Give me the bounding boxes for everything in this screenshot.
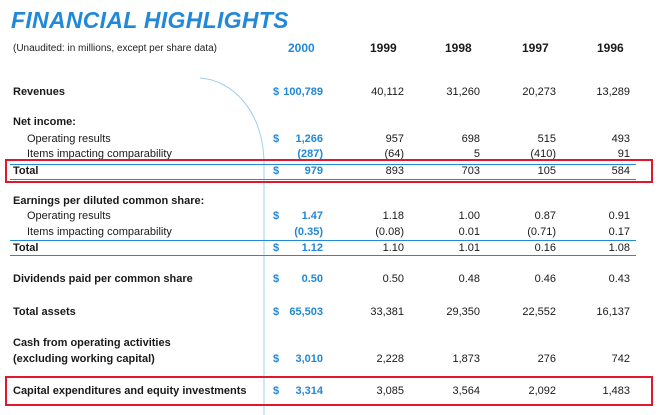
capex-value-1997: 2,092 <box>528 385 556 397</box>
eps-items-label: Items impacting comparability <box>27 226 172 238</box>
ni-items-value-1996: 91 <box>617 148 630 160</box>
eps-total-value-1999: 1.10 <box>382 242 404 254</box>
dividends-value-1999: 0.50 <box>382 273 404 285</box>
eps-total-rule-bottom <box>10 255 636 256</box>
ni-total-value-2000: 979 <box>304 165 323 177</box>
year-header-1998: 1998 <box>445 41 472 55</box>
revenues-value-1996: 13,289 <box>596 86 630 98</box>
ni-operating-value-1999: 957 <box>385 133 404 145</box>
ni-total-value-1996: 584 <box>611 165 630 177</box>
ni-items-value-1999: (64) <box>384 148 404 160</box>
year-header-1997: 1997 <box>522 41 549 55</box>
ni-total-value-1997: 105 <box>537 165 556 177</box>
revenues-dollar: $ <box>273 86 280 98</box>
eps-operating-value-1998: 1.00 <box>458 210 480 222</box>
net-income-label: Net income: <box>13 116 76 128</box>
ni-total-rule-top <box>10 164 636 165</box>
revenues-value-1997: 20,273 <box>522 86 556 98</box>
subtitle: (Unaudited: in millions, except per shar… <box>13 43 217 54</box>
eps-operating-value-1997: 0.87 <box>534 210 556 222</box>
dividends-value-1997: 0.46 <box>534 273 556 285</box>
capex-value-1998: 3,564 <box>452 385 480 397</box>
cash-ops-value-1999: 2,228 <box>376 353 404 365</box>
year-header-2000: 2000 <box>288 41 315 55</box>
ni-items-label: Items impacting comparability <box>27 148 172 160</box>
assets-value-1996: 16,137 <box>596 306 630 318</box>
capex-dollar: $ <box>273 385 280 397</box>
assets-value-1998: 29,350 <box>446 306 480 318</box>
ni-total-value-1998: 703 <box>461 165 480 177</box>
eps-operating-value-2000: 1.47 <box>301 210 323 222</box>
ni-items-value-1998: 5 <box>473 148 480 160</box>
dividends-label: Dividends paid per common share <box>13 273 193 285</box>
eps-total-label: Total <box>13 242 39 254</box>
assets-value-2000: 65,503 <box>289 306 323 318</box>
ni-items-value-1997: (410) <box>530 148 556 160</box>
revenues-label: Revenues <box>13 86 65 98</box>
revenues-value-1999: 40,112 <box>371 86 404 98</box>
eps-total-value-2000: 1.12 <box>301 242 323 254</box>
dividends-value-1996: 0.43 <box>608 273 630 285</box>
dividends-dollar: $ <box>273 273 280 285</box>
cash-ops-label-2: (excluding working capital) <box>13 353 155 365</box>
dividends-value-1998: 0.48 <box>458 273 480 285</box>
eps-total-value-1998: 1.01 <box>458 242 480 254</box>
eps-items-value-1996: 0.17 <box>608 226 630 238</box>
revenues-value-1998: 31,260 <box>446 86 480 98</box>
cash-ops-value-1996: 742 <box>611 353 630 365</box>
ni-total-rule-bottom <box>10 179 636 180</box>
page-title: FINANCIAL HIGHLIGHTS <box>11 7 289 33</box>
revenues-value-2000: 100,789 <box>283 86 323 98</box>
eps-total-value-1997: 0.16 <box>534 242 556 254</box>
assets-dollar: $ <box>273 306 280 318</box>
eps-operating-dollar: $ <box>273 210 280 222</box>
eps-items-value-1999: (0.08) <box>375 226 404 238</box>
ni-operating-label: Operating results <box>27 133 111 145</box>
year-header-1996: 1996 <box>597 41 624 55</box>
cash-ops-value-1998: 1,873 <box>452 353 480 365</box>
ni-items-value-2000: (287) <box>297 148 323 160</box>
ni-total-dollar: $ <box>273 165 280 177</box>
eps-label: Earnings per diluted common share: <box>13 195 205 207</box>
ni-total-label: Total <box>13 165 39 177</box>
eps-items-value-2000: (0.35) <box>294 226 323 238</box>
eps-items-value-1998: 0.01 <box>458 226 480 238</box>
eps-operating-value-1996: 0.91 <box>608 210 630 222</box>
eps-operating-value-1999: 1.18 <box>382 210 404 222</box>
capex-label: Capital expenditures and equity investme… <box>13 385 247 397</box>
ni-operating-value-2000: 1,266 <box>295 133 323 145</box>
ni-operating-value-1998: 698 <box>461 133 480 145</box>
eps-operating-label: Operating results <box>27 210 111 222</box>
ni-operating-dollar: $ <box>273 133 280 145</box>
eps-items-value-1997: (0.71) <box>527 226 556 238</box>
cash-ops-value-1997: 276 <box>537 353 556 365</box>
ni-operating-value-1997: 515 <box>537 133 556 145</box>
year-header-1999: 1999 <box>370 41 397 55</box>
ni-total-value-1999: 893 <box>385 165 404 177</box>
eps-total-value-1996: 1.08 <box>608 242 630 254</box>
cash-ops-dollar: $ <box>273 353 280 365</box>
dividends-value-2000: 0.50 <box>301 273 323 285</box>
assets-value-1999: 33,381 <box>370 306 404 318</box>
capex-value-1999: 3,085 <box>376 385 404 397</box>
ni-operating-value-1996: 493 <box>611 133 630 145</box>
cash-ops-label: Cash from operating activities <box>13 337 171 349</box>
capex-value-2000: 3,314 <box>295 385 323 397</box>
eps-total-dollar: $ <box>273 242 280 254</box>
capex-value-1996: 1,483 <box>602 385 630 397</box>
assets-value-1997: 22,552 <box>522 306 556 318</box>
eps-total-rule-top <box>10 240 636 241</box>
assets-label: Total assets <box>13 306 76 318</box>
cash-ops-value-2000: 3,010 <box>295 353 323 365</box>
